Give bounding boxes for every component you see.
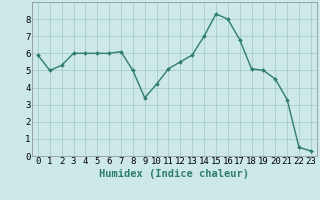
X-axis label: Humidex (Indice chaleur): Humidex (Indice chaleur) [100, 169, 249, 179]
